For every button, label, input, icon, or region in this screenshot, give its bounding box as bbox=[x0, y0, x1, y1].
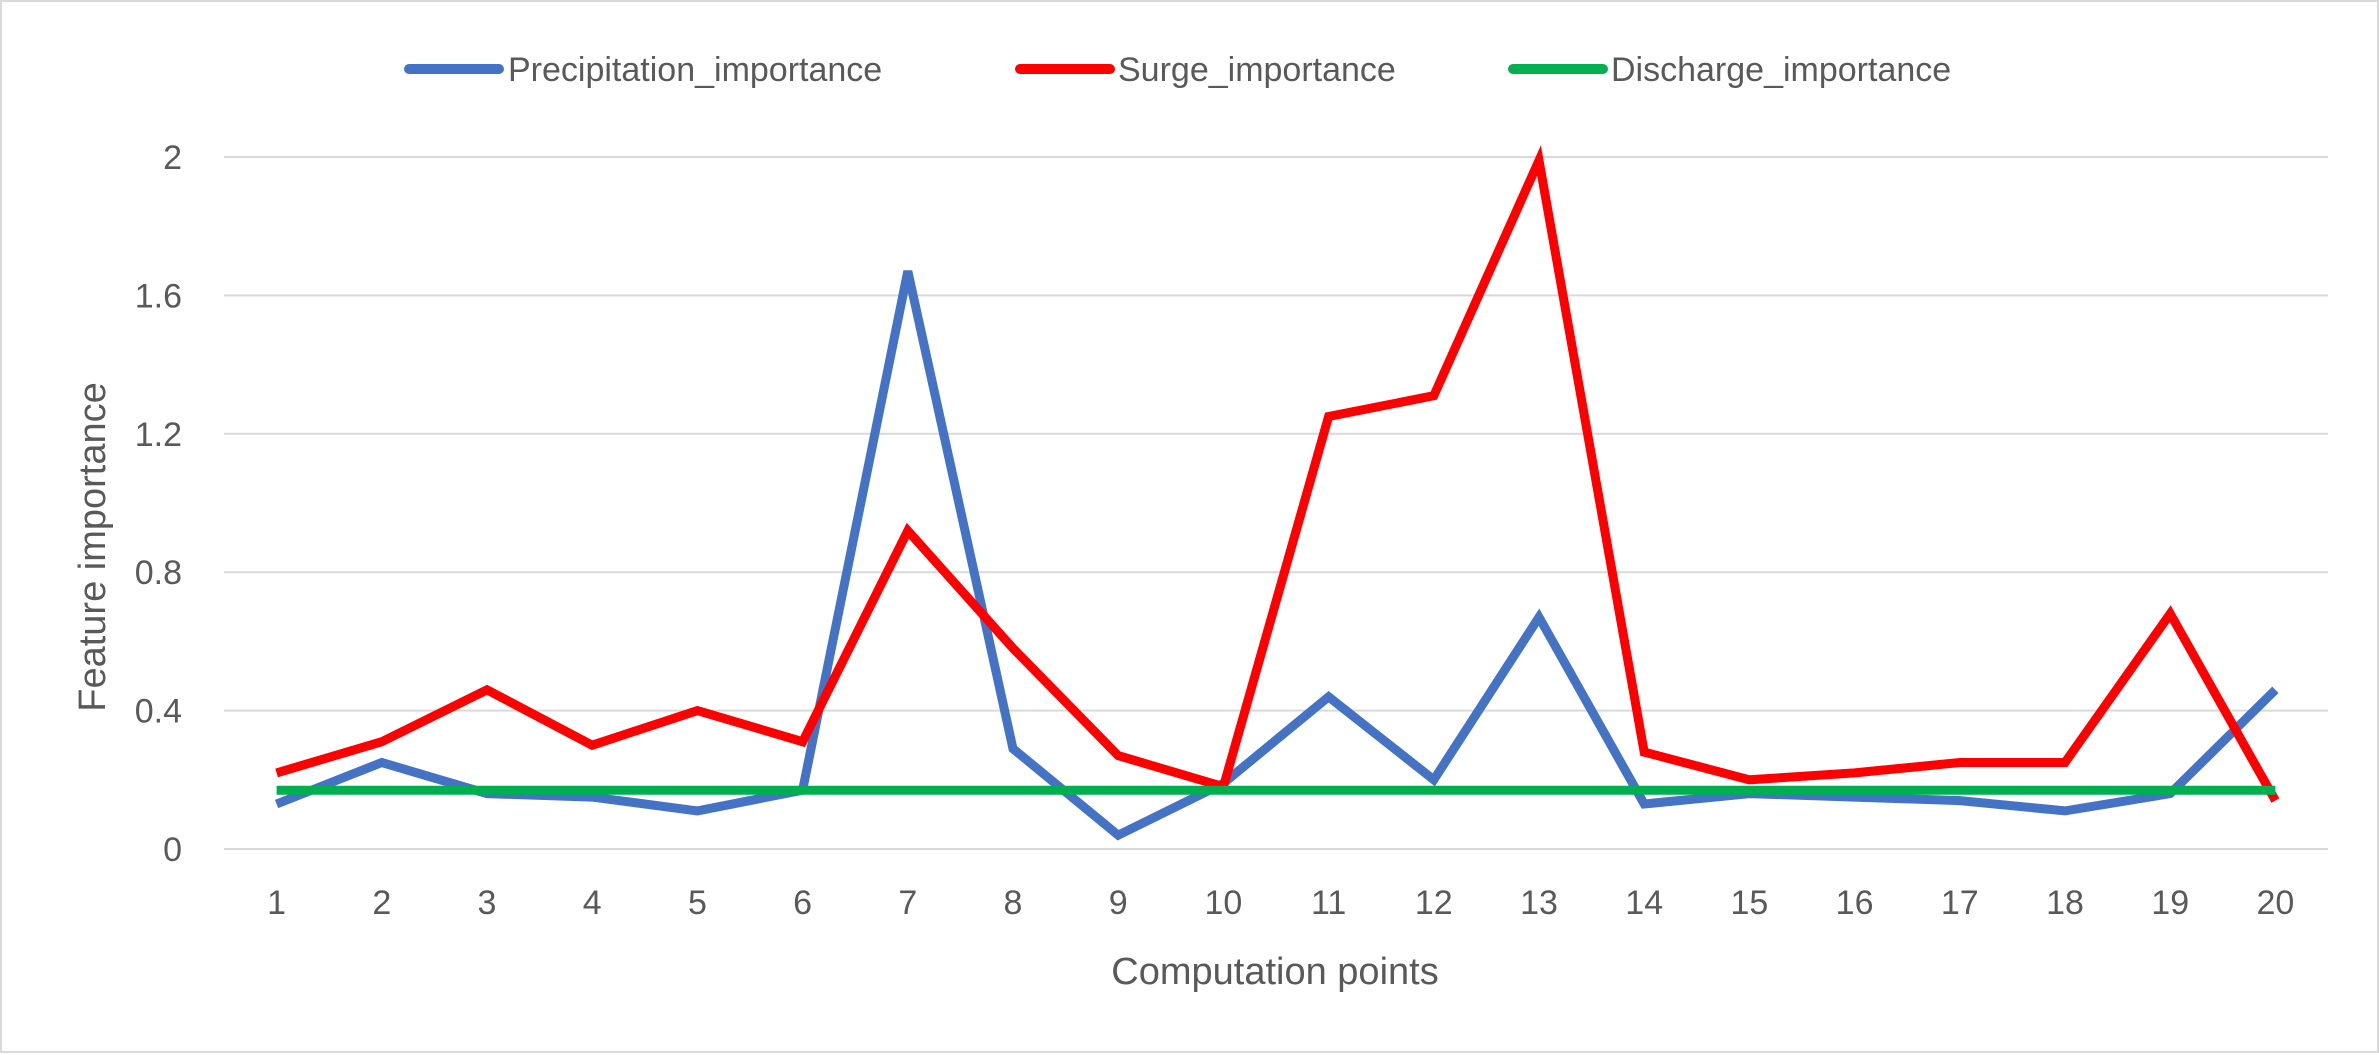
x-tick-label: 8 bbox=[1004, 884, 1023, 922]
legend: Precipitation_importance Surge_importance… bbox=[404, 51, 1951, 89]
y-tick-label: 2 bbox=[163, 139, 182, 177]
x-tick-label: 6 bbox=[793, 884, 812, 922]
legend-label-precipitation-importance: Precipitation_importance bbox=[508, 51, 882, 89]
x-tick-label: 14 bbox=[1625, 884, 1663, 922]
x-tick-label: 12 bbox=[1415, 884, 1453, 922]
x-axis-ticks: 1 2 3 4 5 6 7 8 9 10 11 12 13 14 15 16 17 18 19 20 bbox=[267, 884, 2294, 922]
x-tick-label: 11 bbox=[1311, 884, 1346, 922]
y-tick-label: 0.4 bbox=[135, 693, 182, 731]
x-tick-label: 2 bbox=[372, 884, 391, 922]
y-tick-label: 0.8 bbox=[135, 554, 182, 592]
x-axis-title: Computation points bbox=[1111, 951, 1438, 993]
x-tick-label: 20 bbox=[2256, 884, 2294, 922]
legend-label-surge-importance: Surge_importance bbox=[1118, 51, 1396, 89]
x-tick-label: 17 bbox=[1941, 884, 1979, 922]
x-tick-label: 3 bbox=[478, 884, 497, 922]
y-axis-ticks: 0 0.4 0.8 1.2 1.6 2 bbox=[135, 139, 182, 869]
y-axis-title: Feature importance bbox=[72, 382, 114, 712]
x-tick-label: 16 bbox=[1836, 884, 1874, 922]
x-tick-label: 18 bbox=[2046, 884, 2084, 922]
gridlines bbox=[224, 156, 2328, 850]
x-tick-label: 10 bbox=[1204, 884, 1242, 922]
series-line-precipitation-importance bbox=[274, 270, 2279, 841]
y-tick-label: 0 bbox=[163, 831, 182, 869]
y-tick-label: 1.2 bbox=[135, 416, 182, 454]
x-tick-label: 7 bbox=[898, 884, 917, 922]
y-tick-label: 1.6 bbox=[135, 277, 182, 315]
x-tick-label: 19 bbox=[2151, 884, 2189, 922]
x-tick-label: 5 bbox=[688, 884, 707, 922]
x-tick-label: 9 bbox=[1109, 884, 1128, 922]
x-tick-label: 15 bbox=[1730, 884, 1768, 922]
legend-label-discharge-importance: Discharge_importance bbox=[1611, 51, 1951, 89]
x-tick-label: 1 bbox=[267, 884, 286, 922]
series-line-surge-importance bbox=[275, 145, 2280, 803]
x-tick-label: 13 bbox=[1520, 884, 1558, 922]
series-lines bbox=[274, 145, 2280, 841]
x-tick-label: 4 bbox=[583, 884, 602, 922]
